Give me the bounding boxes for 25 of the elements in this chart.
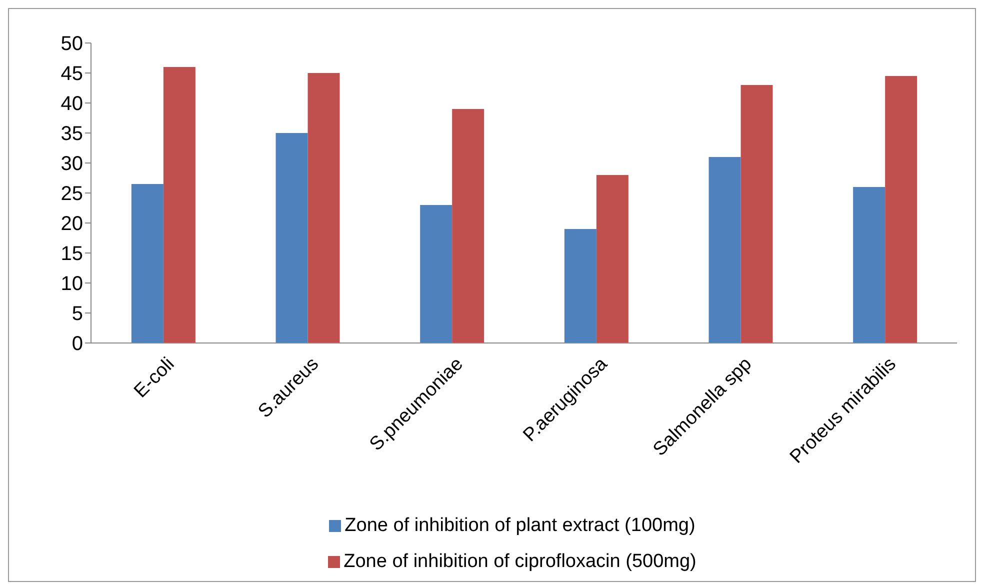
- bar: [308, 73, 340, 343]
- bar: [708, 157, 741, 343]
- y-tick-label: 20: [60, 213, 83, 236]
- bar: [163, 67, 196, 343]
- y-tick-label: 35: [60, 123, 83, 146]
- y-tick-label: 25: [60, 183, 83, 206]
- y-tick-label: 40: [60, 93, 83, 116]
- bar: [420, 205, 452, 343]
- bar: [276, 133, 308, 343]
- y-tick-label: 50: [60, 33, 83, 56]
- y-tick-label: 45: [60, 63, 83, 86]
- y-tick-label: 5: [72, 303, 83, 326]
- bar: [131, 184, 164, 343]
- y-tick-label: 15: [60, 243, 83, 266]
- y-tick-label: 30: [60, 153, 83, 176]
- legend-label: Zone of inhibition of ciprofloxacin (500mg): [342, 551, 696, 573]
- bar: [564, 229, 596, 343]
- bar: [740, 85, 773, 343]
- bar: [452, 109, 484, 343]
- bar: [853, 187, 886, 343]
- y-tick-label: 10: [60, 273, 83, 296]
- bar: [885, 76, 918, 343]
- bar: [596, 175, 628, 343]
- legend-label: Zone of inhibition of plant extract (100mg): [344, 515, 696, 537]
- y-tick-label: 0: [72, 333, 83, 356]
